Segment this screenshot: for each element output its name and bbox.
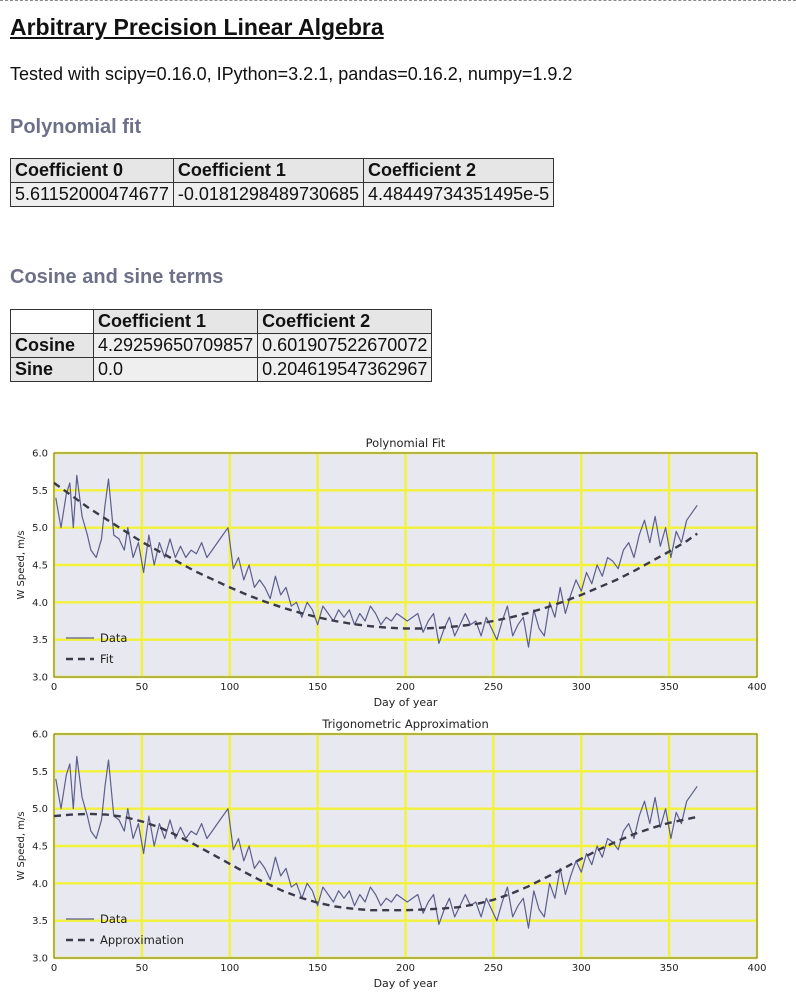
x-tick-label: 200 — [396, 682, 415, 693]
poly-heading: Polynomial fit — [10, 116, 142, 138]
y-tick-label: 5.0 — [32, 523, 48, 534]
legend-label: Data — [100, 631, 127, 645]
table-cell: 4.29259650709857 — [92, 333, 259, 358]
cell-separator — [0, 0, 796, 1]
trig-approx-plot: 0 50 100 150 200 250 300 350 400 3.0 3.5 4.0 4.5 5.0 5… — [16, 717, 767, 990]
x-tick-label: 100 — [220, 963, 239, 974]
series-line-data — [55, 755, 698, 929]
chart-title: Polynomial Fit — [366, 436, 446, 450]
table-header-cell: Coefficient 1 — [172, 158, 365, 183]
plot-frame — [53, 733, 758, 959]
table-row: Sine 0.0 0.204619547362967 — [10, 357, 433, 382]
y-tick-label: 5.0 — [32, 804, 48, 815]
row-label: Cosine — [10, 333, 94, 358]
legend-label: Fit — [100, 652, 114, 666]
polynomial-fit-chart: 0 50 100 150 200 250 300 350 400 3.0 3.5 4.0 4.5 5.0 5… — [0, 432, 796, 719]
x-tick-label: 350 — [660, 682, 679, 693]
y-tick-label: 4.0 — [32, 598, 48, 609]
x-tick-label: 250 — [484, 963, 503, 974]
y-axis-label: W Speed, m/s — [16, 811, 27, 880]
x-tick-label: 50 — [136, 682, 149, 693]
table-header-row: Coefficient 0 Coefficient 1 Coefficient … — [10, 158, 555, 183]
poly-table: Coefficient 0 Coefficient 1 Coefficient … — [10, 158, 555, 207]
x-tick-label: 300 — [572, 682, 591, 693]
table-header-cell — [10, 309, 94, 334]
trig-table: Coefficient 1 Coefficient 2 Cosine 4.292… — [10, 309, 433, 382]
y-tick-label: 3.0 — [32, 673, 48, 684]
x-axis-label: Day of year — [374, 977, 438, 990]
x-tick-label: 150 — [308, 963, 327, 974]
y-axis-label: W Speed, m/s — [16, 530, 27, 599]
y-tick-label: 4.5 — [32, 842, 48, 853]
row-label: Sine — [10, 357, 94, 382]
table-header-cell: Coefficient 0 — [10, 158, 174, 183]
x-tick-label: 200 — [396, 963, 415, 974]
table-header-cell: Coefficient 1 — [92, 309, 259, 334]
table-cell: 0.0 — [92, 357, 259, 382]
version-info: Tested with scipy=0.16.0, IPython=3.2.1,… — [10, 64, 573, 84]
table-cell: 4.48449734351495e-5 — [363, 182, 555, 207]
table-cell: 0.601907522670072 — [257, 333, 433, 358]
y-tick-label: 4.5 — [32, 561, 48, 572]
chart-title: Trigonometric Approximation — [321, 717, 489, 731]
y-tick-label: 5.5 — [32, 486, 48, 497]
x-tick-label: 300 — [572, 963, 591, 974]
y-tick-label: 6.0 — [32, 449, 48, 460]
legend-label: Data — [100, 912, 127, 926]
series-line-approximation — [53, 812, 698, 912]
y-tick-label: 6.0 — [32, 730, 48, 741]
page-title: Arbitrary Precision Linear Algebra — [10, 14, 384, 40]
x-tick-label: 400 — [747, 963, 766, 974]
table-row: Cosine 4.29259650709857 0.60190752267007… — [10, 333, 433, 358]
table-cell: -0.0181298489730685 — [172, 182, 365, 207]
x-tick-label: 250 — [484, 682, 503, 693]
x-tick-label: 150 — [308, 682, 327, 693]
x-tick-label: 50 — [136, 963, 149, 974]
table-cell: 5.61152000474677 — [10, 182, 174, 207]
table-row: 5.61152000474677 -0.0181298489730685 4.4… — [10, 182, 555, 207]
table-header-row: Coefficient 1 Coefficient 2 — [10, 309, 433, 334]
y-tick-label: 3.5 — [32, 635, 48, 646]
x-tick-label: 0 — [51, 963, 57, 974]
y-tick-label: 4.0 — [32, 879, 48, 890]
x-axis-label: Day of year — [374, 696, 438, 709]
table-header-cell: Coefficient 2 — [257, 309, 433, 334]
polynomial-fit-plot: 0 50 100 150 200 250 300 350 400 3.0 3.5 4.0 4.5 5.0 5… — [16, 436, 767, 709]
table-cell: 0.204619547362967 — [257, 357, 433, 382]
x-tick-label: 400 — [747, 682, 766, 693]
table-header-cell: Coefficient 2 — [363, 158, 555, 183]
series-line-fit — [53, 481, 698, 630]
trig-heading: Cosine and sine terms — [10, 266, 224, 288]
plot-frame — [53, 452, 758, 678]
x-tick-label: 100 — [220, 682, 239, 693]
x-tick-label: 0 — [51, 682, 57, 693]
y-tick-label: 3.5 — [32, 916, 48, 927]
x-tick-label: 350 — [660, 963, 679, 974]
legend-label: Approximation — [100, 933, 184, 947]
series-line-data — [55, 474, 698, 648]
trig-approx-chart: 0 50 100 150 200 250 300 350 400 3.0 3.5 4.0 4.5 5.0 5… — [0, 713, 796, 1003]
y-tick-label: 3.0 — [32, 954, 48, 965]
y-tick-label: 5.5 — [32, 767, 48, 778]
